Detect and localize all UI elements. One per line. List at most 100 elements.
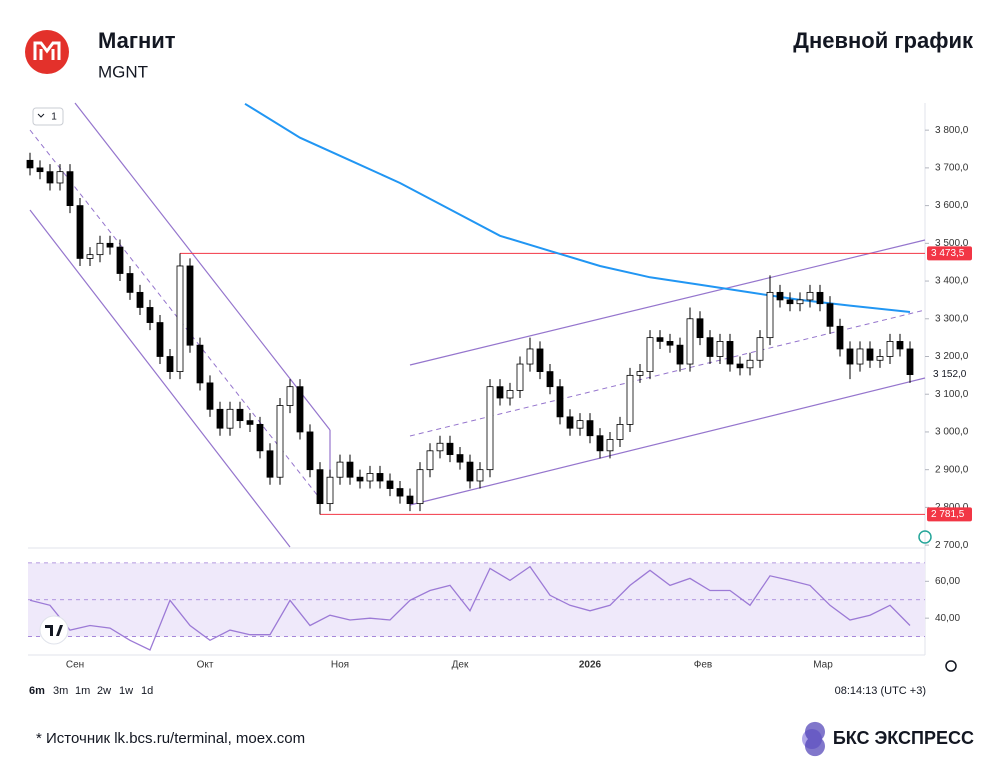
candle-body (856, 348, 864, 365)
candle-body (516, 363, 524, 391)
y-tick-label: 3 700,0 (935, 163, 969, 174)
candle-body (906, 348, 914, 376)
candle-body (336, 461, 344, 478)
candle-body (216, 408, 224, 429)
candle-body (496, 386, 504, 399)
candle-body (696, 318, 704, 339)
timeframe-button[interactable]: 1w (119, 685, 133, 697)
candle-body (786, 299, 794, 305)
candle-body (576, 420, 584, 429)
timeframe-button[interactable]: 2w (97, 685, 111, 697)
candle-body (486, 386, 494, 471)
timeframe-button[interactable]: 1m (75, 685, 90, 697)
level-badge (927, 507, 972, 522)
source-note: * Источник lk.bcs.ru/terminal, moex.com (36, 730, 305, 747)
y-tick-label: 2 900,0 (935, 464, 969, 475)
candle-body (116, 246, 124, 274)
candle-body (746, 359, 754, 369)
x-tick-label: Сен (66, 660, 84, 671)
candle-body (366, 473, 374, 482)
last-price-badge (927, 367, 972, 382)
timeframe-button[interactable]: 6m (29, 685, 45, 697)
candle-body (396, 488, 404, 497)
candle-body (406, 495, 414, 505)
candle-body (236, 408, 244, 422)
candle-body (246, 420, 254, 425)
candle-body (156, 322, 164, 357)
candle-body (546, 371, 554, 388)
y-tick-label: 3 800,0 (935, 125, 969, 136)
x-tick-label: Окт (197, 660, 214, 671)
candle-body (136, 291, 144, 308)
candle-body (646, 337, 654, 372)
candle-body (706, 337, 714, 357)
status-icon (918, 530, 932, 544)
y-tick-label: 3 200,0 (935, 351, 969, 362)
candle-body (66, 171, 74, 207)
candle-body (166, 356, 174, 372)
channel-line (29, 209, 291, 548)
y-tick-label: 3 300,0 (935, 313, 969, 324)
candle-body (836, 325, 844, 350)
candle-body (476, 469, 484, 482)
candle-body (826, 303, 834, 327)
x-tick-label: Мар (813, 660, 833, 671)
candle-body (666, 341, 674, 346)
candle-body (196, 344, 204, 384)
level-label: 3 473,5 (931, 248, 965, 259)
y-tick-label: 3 500,0 (935, 238, 969, 249)
y-tick-label: 3 600,0 (935, 200, 969, 211)
candle-body (126, 273, 134, 293)
pane-control[interactable] (32, 107, 64, 126)
candle-body (886, 341, 894, 357)
candle-body (376, 473, 384, 482)
candle-body (286, 386, 294, 406)
candle-body (206, 382, 214, 410)
candle-body (416, 469, 424, 505)
y-tick-label: 3 100,0 (935, 389, 969, 400)
candle-body (436, 442, 444, 452)
candle-body (506, 390, 514, 399)
candle-body (146, 307, 154, 323)
candle-body (556, 386, 564, 418)
candle-body (56, 171, 64, 184)
last-price-label: 3 152,0 (933, 369, 967, 380)
brand-logo (804, 721, 825, 757)
clock: 08:14:13 (UTC +3) (835, 685, 926, 697)
ticker: MGNT (98, 62, 148, 81)
chart-kind: Дневной график (793, 28, 974, 53)
candle-body (536, 348, 544, 372)
candle-body (426, 450, 434, 471)
channel-line (409, 377, 926, 506)
candle-body (96, 242, 104, 256)
candle-body (176, 265, 184, 372)
level-label: 2 781,5 (931, 509, 965, 520)
timeframes: 6m 3m 1m 2w 1w 1d (29, 685, 153, 697)
candle-body (186, 265, 194, 346)
tv-logo-glyph (45, 625, 63, 636)
candle-body (106, 242, 114, 248)
candle-body (356, 476, 364, 482)
brand-name: БКС ЭКСПРЕСС (833, 728, 974, 748)
candle-body (566, 416, 574, 429)
candle-body (626, 374, 634, 425)
price-pane: 2 700,02 800,02 900,03 000,03 100,03 200… (26, 102, 972, 671)
timeframe-button[interactable]: 1d (141, 685, 153, 697)
candle-body (346, 461, 354, 478)
settings-icon[interactable] (945, 660, 957, 672)
timeframe-button[interactable]: 3m (53, 685, 68, 697)
candle-body (866, 348, 874, 361)
candle-body (296, 386, 304, 433)
rsi-line (29, 565, 911, 651)
moving-average (244, 102, 911, 313)
candle-body (846, 348, 854, 365)
channel-line (409, 239, 926, 366)
rsi-pane: 40,00 60,00 (28, 562, 960, 651)
candle-body (656, 337, 664, 342)
candle-body (46, 171, 54, 184)
candle-body (306, 431, 314, 471)
y-tick-label: 3 000,0 (935, 427, 969, 438)
